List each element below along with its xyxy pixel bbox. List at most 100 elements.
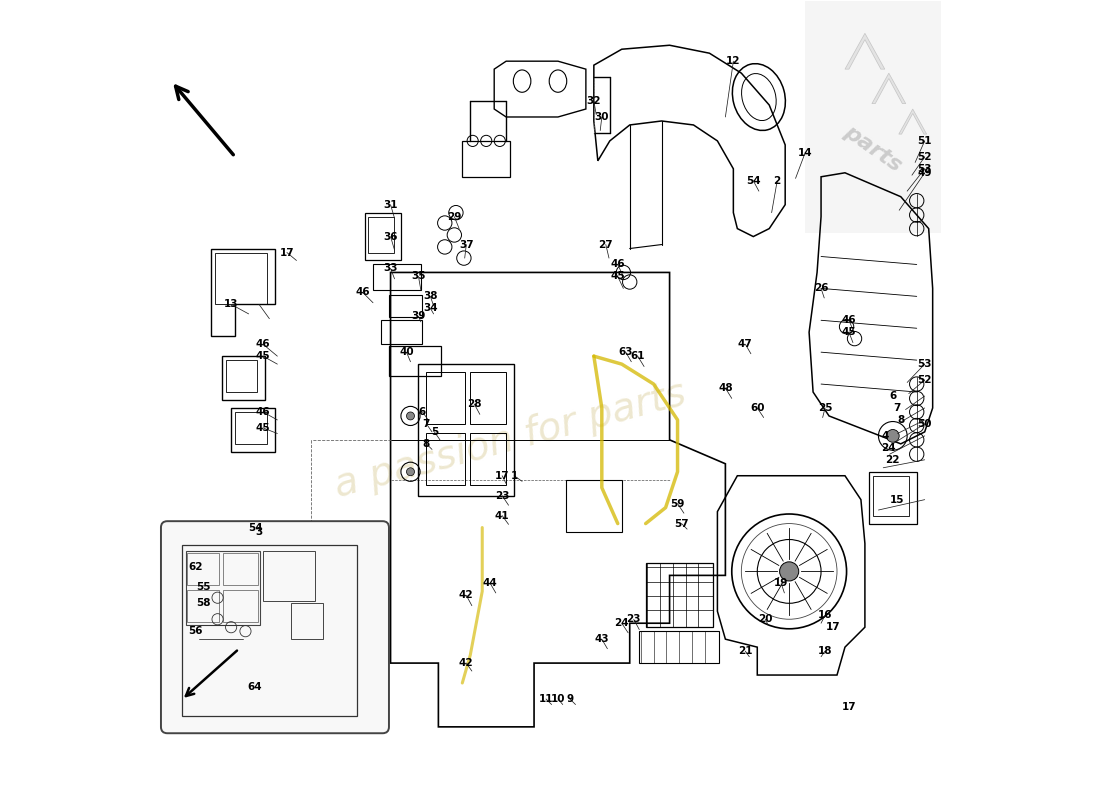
Text: 21: 21 [738, 646, 752, 656]
Bar [639, 631, 719, 663]
Text: 22: 22 [886, 454, 900, 465]
Text: 6: 6 [889, 391, 896, 401]
Bar [187, 553, 219, 585]
Text: 11: 11 [539, 694, 553, 704]
Text: 53: 53 [917, 164, 932, 174]
Text: 61: 61 [630, 351, 645, 361]
Text: 15: 15 [890, 494, 904, 505]
Text: 23: 23 [495, 490, 509, 501]
Text: 47: 47 [738, 339, 752, 349]
Circle shape [407, 412, 415, 420]
Text: 25: 25 [817, 403, 833, 413]
Bar [368, 217, 394, 253]
Bar [462, 141, 510, 177]
Text: 64: 64 [248, 682, 262, 692]
Text: 4: 4 [881, 431, 889, 441]
Text: 17: 17 [842, 702, 856, 712]
Text: 30: 30 [595, 112, 609, 122]
Text: 2: 2 [773, 176, 781, 186]
Text: 39: 39 [411, 311, 426, 322]
Text: 46: 46 [255, 407, 271, 417]
Text: 37: 37 [459, 239, 474, 250]
Text: 44: 44 [483, 578, 497, 588]
Text: 32: 32 [586, 96, 601, 106]
Text: 18: 18 [817, 646, 833, 656]
Text: 62: 62 [188, 562, 202, 573]
Text: 46: 46 [610, 259, 625, 270]
Text: 53: 53 [917, 359, 932, 369]
Text: 35: 35 [411, 271, 426, 282]
Text: 56: 56 [188, 626, 202, 636]
Text: 29: 29 [447, 212, 462, 222]
Text: 8: 8 [898, 415, 904, 425]
Text: 43: 43 [594, 634, 609, 644]
Text: 1: 1 [510, 470, 518, 481]
Text: 59: 59 [670, 498, 684, 509]
Text: 6: 6 [419, 407, 426, 417]
Bar [187, 551, 260, 625]
Text: 27: 27 [598, 239, 613, 250]
Circle shape [407, 468, 415, 476]
Bar [223, 553, 258, 585]
Text: 13: 13 [224, 299, 239, 310]
Circle shape [780, 562, 799, 581]
Text: 58: 58 [196, 598, 210, 608]
Text: 19: 19 [774, 578, 789, 588]
Text: 7: 7 [893, 403, 901, 413]
Bar [471, 372, 506, 424]
Bar [182, 545, 358, 717]
Polygon shape [899, 109, 926, 134]
Text: 48: 48 [718, 383, 733, 393]
Text: 41: 41 [495, 510, 509, 521]
Bar [418, 364, 514, 496]
Text: 24: 24 [615, 618, 629, 628]
Bar [873, 476, 909, 515]
Text: 10: 10 [551, 694, 565, 704]
Bar [427, 372, 464, 424]
Text: 7: 7 [422, 419, 430, 429]
Bar [221, 356, 265, 400]
Text: 8: 8 [422, 439, 430, 449]
Text: 36: 36 [383, 231, 398, 242]
Bar [381, 320, 422, 344]
Text: 40: 40 [399, 347, 414, 357]
Bar [427, 434, 464, 486]
Polygon shape [872, 73, 905, 104]
Text: 52: 52 [917, 375, 932, 385]
Text: 51: 51 [917, 136, 932, 146]
Text: 46: 46 [842, 315, 856, 326]
Bar [389, 346, 441, 376]
Text: 34: 34 [424, 303, 438, 314]
Text: 63: 63 [618, 347, 632, 357]
Text: 45: 45 [842, 327, 856, 338]
Text: 14: 14 [798, 148, 813, 158]
Bar [373, 265, 421, 290]
Bar [869, 472, 916, 523]
Bar [235, 412, 267, 444]
Text: 16: 16 [817, 610, 833, 620]
Bar [223, 590, 258, 622]
Text: 57: 57 [674, 518, 689, 529]
Text: 42: 42 [459, 590, 474, 600]
Text: 26: 26 [814, 283, 828, 294]
Bar [216, 253, 267, 304]
Text: 45: 45 [255, 423, 271, 433]
Bar [263, 551, 315, 601]
Bar [471, 434, 506, 486]
Text: 55: 55 [196, 582, 210, 592]
Text: 9: 9 [566, 694, 573, 704]
Text: 42: 42 [459, 658, 474, 668]
Bar [231, 408, 275, 452]
Text: 54: 54 [248, 522, 262, 533]
Text: 46: 46 [255, 339, 271, 349]
Bar [365, 213, 400, 261]
Text: 17: 17 [826, 622, 840, 632]
Text: 28: 28 [468, 399, 482, 409]
Text: parts: parts [840, 122, 905, 176]
Text: 45: 45 [255, 351, 271, 361]
Text: 5: 5 [431, 427, 438, 437]
Text: 38: 38 [424, 291, 438, 302]
Text: 33: 33 [383, 263, 398, 274]
Bar [290, 603, 322, 639]
FancyBboxPatch shape [161, 521, 389, 734]
